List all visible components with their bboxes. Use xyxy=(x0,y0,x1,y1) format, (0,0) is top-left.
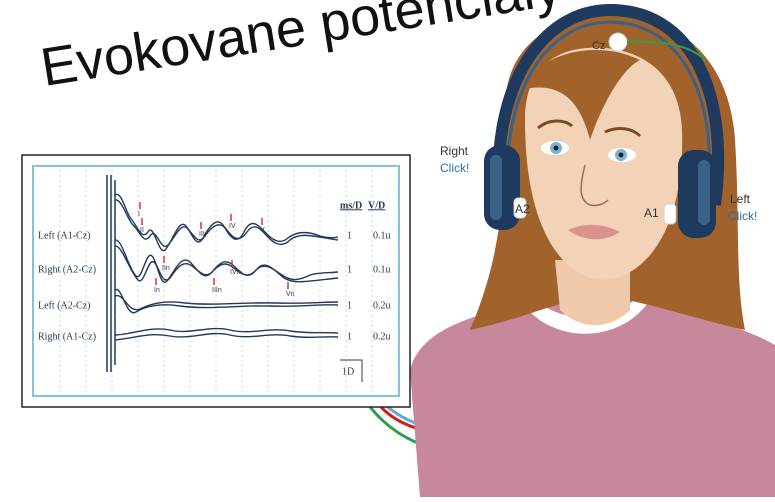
eyes xyxy=(537,119,642,162)
electrode-cz xyxy=(608,32,628,52)
waveform-panel: Left (A1-Cz) 1 0.1u Right (A2-Cz) 1 0.1u Left … xyxy=(21,154,411,408)
trace-label: Left (A2-Cz) xyxy=(38,300,90,311)
trace-volts: 0.2u xyxy=(373,331,391,342)
electrode-label: Cz xyxy=(592,40,605,52)
header-ms: ms/D xyxy=(340,200,362,211)
trace-volts: 0.1u xyxy=(373,264,391,275)
shirt xyxy=(410,300,775,497)
waveform xyxy=(114,294,339,311)
trace-label: Right (A2-Cz) xyxy=(38,264,96,275)
peak-label: In xyxy=(154,287,160,294)
trace-label: Right (A1-Cz) xyxy=(38,331,96,342)
title: Evokovane potenciály xyxy=(37,0,565,98)
collar xyxy=(520,295,650,334)
face xyxy=(525,47,683,280)
waveform xyxy=(114,289,339,314)
trace-ms: 1 xyxy=(347,264,352,275)
header-volts: V/D xyxy=(368,200,385,211)
cz-wire xyxy=(626,40,706,61)
electrode-a1 xyxy=(663,203,677,225)
trace-ms: 1 xyxy=(347,230,352,241)
stimulus-side: Left xyxy=(730,192,751,206)
peak-label: II xyxy=(140,227,144,234)
waveform xyxy=(114,193,339,251)
waveform xyxy=(114,199,339,248)
peak-label: I xyxy=(138,211,140,218)
waveform xyxy=(114,245,339,283)
electrode-label: A2 xyxy=(515,202,530,216)
peak-label: IVn xyxy=(230,269,241,276)
fringe xyxy=(520,50,640,140)
peak-label: IIIn xyxy=(212,287,222,294)
scale-label: 1D xyxy=(342,366,354,377)
mouth xyxy=(568,224,620,240)
stimulus-action: Click! xyxy=(440,161,469,175)
peak-label: III xyxy=(199,231,205,238)
trace-volts: 0.1u xyxy=(373,230,391,241)
waveform xyxy=(114,332,339,341)
trace-volts: 0.2u xyxy=(373,300,391,311)
nose xyxy=(580,164,609,207)
peak-label: IV xyxy=(229,223,236,230)
electrode-a2 xyxy=(513,197,527,219)
trace-ms: 1 xyxy=(347,331,352,342)
peak-label: IIn xyxy=(162,265,170,272)
stimulus-artifact xyxy=(106,175,116,372)
stimulus-action: Click! xyxy=(728,209,757,223)
waveform xyxy=(114,327,339,336)
scale-bar xyxy=(340,359,363,382)
stimulus-side: Right xyxy=(440,144,469,158)
headphones xyxy=(484,3,725,238)
peak-label: V xyxy=(260,227,265,234)
electrode-label: A1 xyxy=(644,206,659,220)
trace-ms: 1 xyxy=(347,300,352,311)
peak-label: Vn xyxy=(286,291,295,298)
trace-label: Left (A1-Cz) xyxy=(38,230,90,241)
